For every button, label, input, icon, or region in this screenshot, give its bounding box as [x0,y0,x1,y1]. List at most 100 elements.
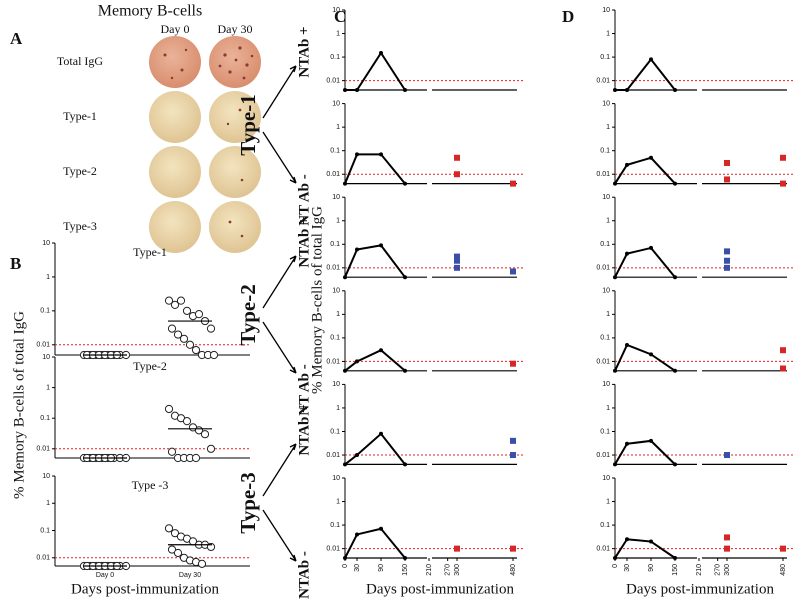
data-point [194,310,204,319]
late-point [510,452,516,459]
x-tick-label: 150 [672,564,679,576]
mean-point [649,57,653,62]
row-label: Type-1 [63,109,97,123]
y-tick-label: 0.1 [330,241,340,248]
mean-point [343,275,347,280]
late-point [780,180,786,187]
mean-point [625,251,629,256]
y-tick-label: 0.01 [596,452,610,459]
y-tick-label: 1 [336,218,340,225]
mean-point [625,162,629,167]
data-point [170,529,180,538]
data-point [182,306,192,315]
y-tick-label: 1 [336,30,340,37]
ntab-label: NTAb + [296,216,312,267]
mean-point [379,348,383,353]
y-axis-label: % Memory B-cells of total IgG [309,206,325,394]
y-tick-label: 1 [46,500,50,507]
data-point [173,548,183,558]
y-tick-label: 0.1 [600,241,610,248]
chart-title: Type -3 [132,478,169,492]
mean-point [355,152,359,157]
late-point [454,171,460,178]
y-tick-label: 0.01 [326,265,340,272]
y-tick-label: 10 [602,194,610,201]
y-tick-label: 0.01 [326,77,340,84]
late-point [724,248,730,255]
data-point [167,447,177,456]
row-label: Total IgG [57,54,103,68]
data-point [206,444,216,453]
data-point [170,300,180,309]
x-axis-label: Days post-immunization [71,581,219,597]
y-tick-label: 0.1 [330,54,340,61]
data-point [185,340,195,349]
y-tick-label: 1 [606,311,610,318]
y-tick-label: 1 [606,124,610,131]
late-point [780,347,786,354]
data-point [209,350,219,360]
mean-point [649,245,653,250]
y-tick-label: 10 [602,7,610,14]
y-tick-label: 10 [332,475,340,482]
mean-point [673,181,677,186]
mean-point [355,247,359,252]
mean-point [403,88,407,92]
y-tick-label: 1 [336,311,340,318]
mean-point [673,88,677,92]
mean-point [403,181,407,186]
y-tick-label: 10 [42,354,50,361]
y-tick-label: 0.01 [326,452,340,459]
late-point [724,545,730,552]
y-tick-label: 1 [336,405,340,412]
late-point [510,180,516,187]
x-tick-label: 30 [624,564,631,572]
late-point [724,452,730,459]
x-tick-label: 90 [648,564,655,572]
x-tick-label: 300 [454,564,461,576]
x-tick-label: 0 [342,564,349,568]
data-point [173,330,183,339]
mean-point [343,368,347,373]
y-tick-label: 0.01 [596,358,610,365]
ntab-label: NT Ab - [296,364,312,415]
group-label: Type-2 [236,284,260,345]
data-point [191,345,201,355]
well [149,201,201,253]
y-tick-label: 10 [332,288,340,295]
y-tick-label: 0.1 [330,428,340,435]
data-point [167,545,177,554]
mean-point [649,155,653,160]
y-tick-label: 0.01 [596,265,610,272]
late-point [780,545,786,552]
mean-line [614,246,676,278]
data-point [182,417,192,426]
mean-point [379,152,383,157]
mean-line [344,244,406,278]
y-tick-label: 10 [602,288,610,295]
mean-point [613,368,617,373]
mean-point [673,368,677,373]
mean-line [614,439,676,466]
y-tick-label: 0.1 [330,335,340,342]
y-tick-label: 1 [606,30,610,37]
panel-a-title: Memory B-cells [98,3,202,20]
y-tick-label: 0.1 [600,522,610,529]
mean-point [613,462,617,467]
mean-point [343,181,347,186]
x-tick-label: 270 [715,564,722,576]
y-tick-label: 1 [606,498,610,505]
chart-title: Type-1 [133,245,167,259]
late-point [454,154,460,161]
late-point [780,154,786,161]
panel-label: C [334,7,346,26]
chart-title: Type-2 [133,359,167,373]
group-label: Type-3 [236,472,260,533]
well [149,146,201,198]
mean-line [614,343,676,372]
y-tick-label: 10 [332,7,340,14]
mean-point [355,453,359,458]
data-point [179,334,189,343]
y-tick-label: 10 [332,194,340,201]
